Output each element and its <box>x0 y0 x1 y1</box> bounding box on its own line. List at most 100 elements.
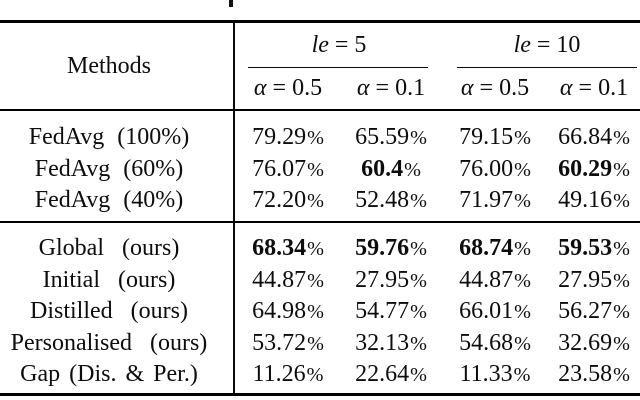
percent-sign: % <box>410 269 427 292</box>
table-row: Initial (ours) 44.87% 27.95% 44.87% 27.9… <box>0 266 640 293</box>
caption-text-fragment <box>229 0 233 7</box>
percent-sign: % <box>514 269 531 292</box>
percent-sign: % <box>514 127 531 149</box>
col-header-alpha05-le5: α = 0.5 <box>253 75 323 101</box>
percent-sign: % <box>410 190 427 212</box>
percent-sign: % <box>514 158 531 181</box>
value-cell: 32.69% <box>558 329 630 356</box>
percent-sign: % <box>307 158 324 181</box>
row-label: FedAvg (60%) <box>34 155 184 182</box>
section-separator-rule <box>0 220 640 223</box>
value-cell: 59.53% <box>558 235 630 261</box>
vertical-divider <box>232 22 235 393</box>
value-cell: 44.87% <box>252 266 324 293</box>
row-label: FedAvg (100%) <box>28 124 190 150</box>
group-header-le5: le = 5 <box>236 31 442 59</box>
value-cell: 27.95% <box>558 266 630 293</box>
value-cell: 54.77% <box>355 298 427 324</box>
percent-sign: % <box>613 127 630 149</box>
value-cell: 59.76% <box>355 235 427 261</box>
value-cell: 52.48% <box>355 187 427 213</box>
col-header-alpha05-le10: α = 0.5 <box>460 75 530 101</box>
value-cell: 22.64% <box>355 361 427 387</box>
col-header-alpha01-le5: α = 0.1 <box>356 75 426 101</box>
percent-sign: % <box>307 269 324 292</box>
table-row: Personalised (ours) 53.72% 32.13% 54.68%… <box>0 329 640 356</box>
value-cell: 53.72% <box>252 329 324 356</box>
percent-sign: % <box>613 332 630 355</box>
value-cell: 68.34% <box>252 235 324 261</box>
value-cell: 65.59% <box>355 124 427 150</box>
table-row: FedAvg (40%) 72.20% 52.48% 71.97% 49.16% <box>0 187 640 214</box>
percent-sign: % <box>613 190 630 212</box>
percent-sign: % <box>514 301 531 323</box>
col-header-alpha01-le10: α = 0.1 <box>559 75 629 101</box>
value-cell: 44.87% <box>459 266 531 293</box>
percent-sign: % <box>613 364 630 386</box>
value-cell: 64.98% <box>252 298 324 324</box>
le-variable: le <box>311 32 329 58</box>
percent-sign: % <box>613 158 630 181</box>
value-cell: 79.29% <box>252 124 324 150</box>
percent-sign: % <box>404 158 421 181</box>
percent-sign: % <box>514 332 531 355</box>
value-cell: 76.00% <box>459 155 531 182</box>
percent-sign: % <box>513 364 531 386</box>
value-cell: 11.26% <box>252 361 324 387</box>
methods-label: Methods <box>67 53 151 79</box>
value-cell: 68.74% <box>459 235 531 261</box>
cmidrule-le10 <box>457 66 637 69</box>
percent-sign: % <box>307 238 324 260</box>
percent-sign: % <box>410 364 427 386</box>
row-label: Global (ours) <box>38 235 180 261</box>
value-cell: 60.4% <box>361 155 421 182</box>
value-cell: 79.15% <box>459 124 531 150</box>
value-cell: 76.07% <box>252 155 324 182</box>
value-cell: 23.58% <box>558 361 630 387</box>
row-label: Personalised (ours) <box>10 329 208 356</box>
methods-column-header: Methods <box>0 52 218 80</box>
value-cell: 27.95% <box>355 266 427 293</box>
row-label: FedAvg (40%) <box>34 187 184 213</box>
percent-sign: % <box>410 127 427 149</box>
percent-sign: % <box>514 190 531 212</box>
percent-sign: % <box>307 127 324 149</box>
table-row: FedAvg (100%) 79.29% 65.59% 79.15% 66.84… <box>0 124 640 151</box>
value-cell: 71.97% <box>459 187 531 213</box>
percent-sign: % <box>613 301 630 323</box>
group-header-le10: le = 10 <box>454 31 640 59</box>
percent-sign: % <box>307 332 324 355</box>
percent-sign: % <box>613 269 630 292</box>
table-row: Gap (Dis. & Per.) 11.26% 22.64% 11.33% 2… <box>0 361 640 388</box>
value-cell: 49.16% <box>558 187 630 213</box>
percent-sign: % <box>306 364 324 386</box>
row-label: Distilled (ours) <box>30 298 188 324</box>
percent-sign: % <box>514 238 531 260</box>
value-cell: 54.68% <box>459 329 531 356</box>
le5-value: = 5 <box>328 32 367 58</box>
row-label: Gap (Dis. & Per.) <box>20 361 198 387</box>
percent-sign: % <box>307 301 324 323</box>
header-rule <box>0 109 640 112</box>
le-variable: le <box>513 32 531 58</box>
percent-sign: % <box>307 190 324 212</box>
top-rule <box>0 20 640 23</box>
percent-sign: % <box>410 238 427 260</box>
value-cell: 32.13% <box>355 329 427 356</box>
table-row: FedAvg (60%) 76.07% 60.4% 76.00% 60.29% <box>0 155 640 182</box>
subheader-row: α = 0.5 α = 0.1 α = 0.5 α = 0.1 <box>0 74 640 102</box>
value-cell: 72.20% <box>252 187 324 213</box>
bottom-rule <box>0 393 640 396</box>
le10-value: = 10 <box>530 32 581 58</box>
value-cell: 56.27% <box>558 298 630 324</box>
percent-sign: % <box>410 301 427 323</box>
value-cell: 66.84% <box>558 124 630 150</box>
table-row: Distilled (ours) 64.98% 54.77% 66.01% 56… <box>0 298 640 325</box>
percent-sign: % <box>613 238 630 260</box>
percent-sign: % <box>410 332 427 355</box>
value-cell: 66.01% <box>459 298 531 324</box>
value-cell: 60.29% <box>558 155 630 182</box>
value-cell: 11.33% <box>459 361 531 387</box>
cmidrule-le5 <box>248 66 428 69</box>
